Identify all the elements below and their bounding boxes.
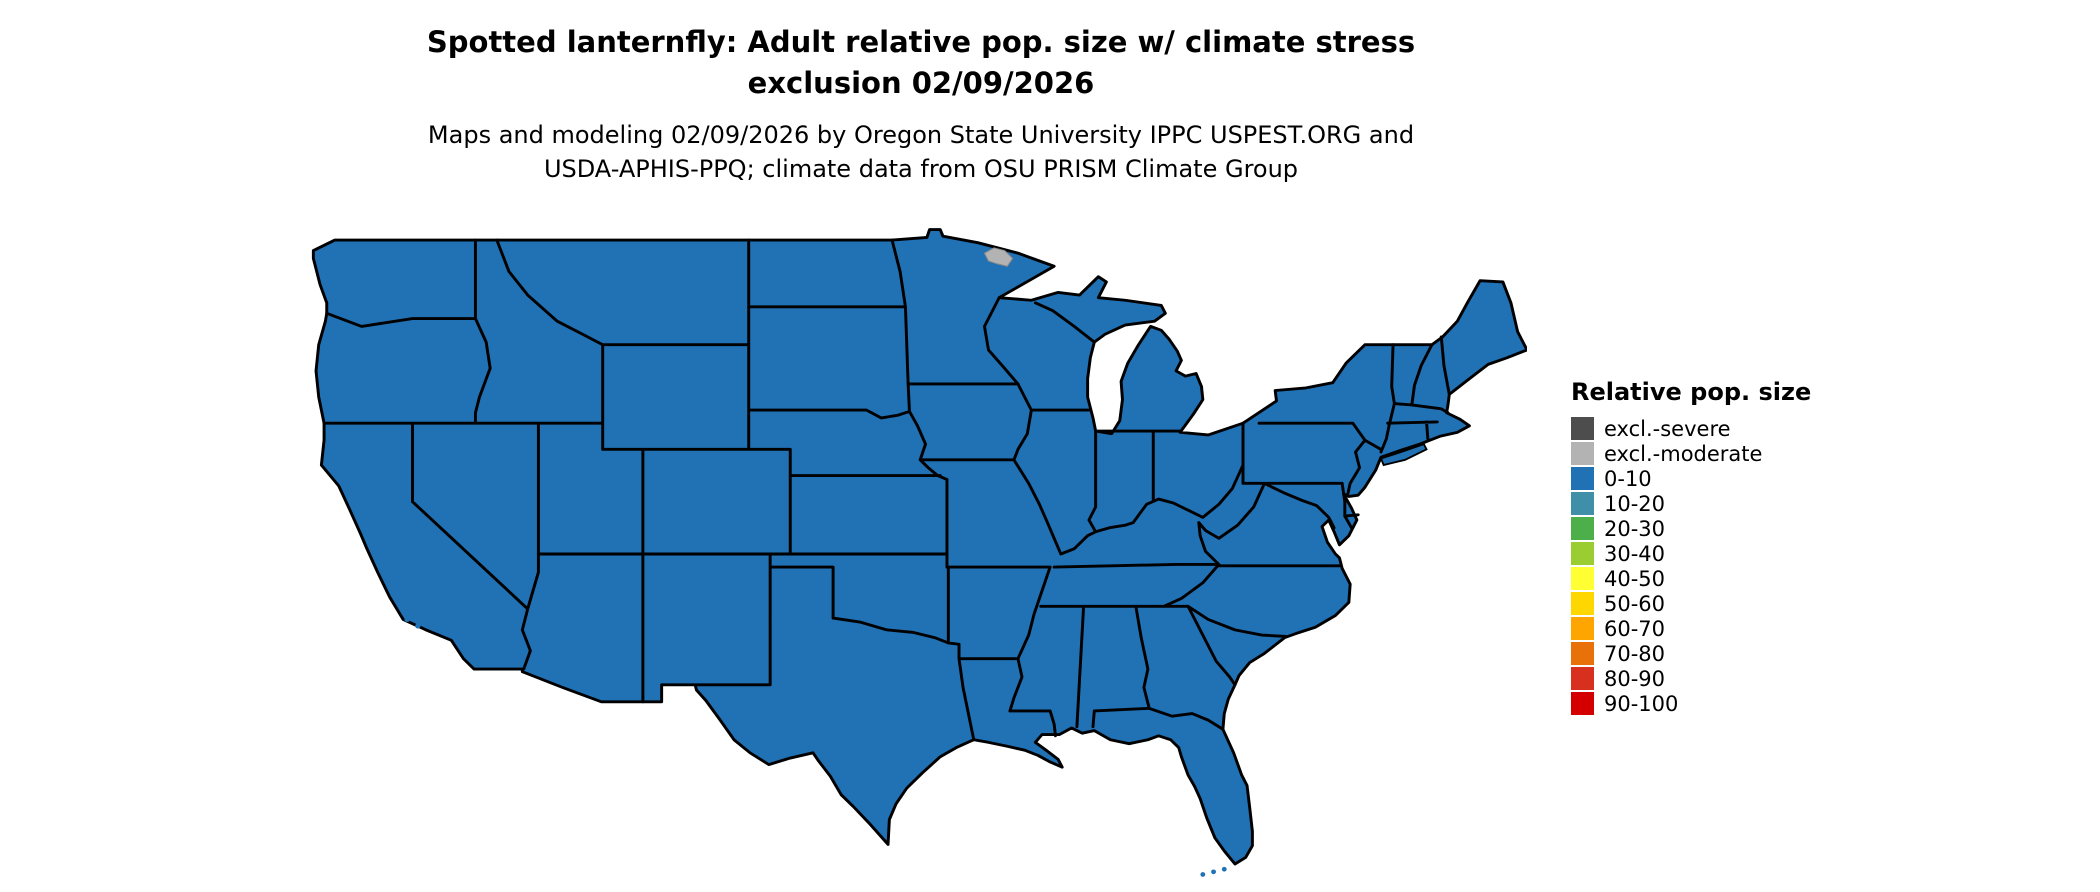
legend-swatch-excl-moderate xyxy=(1571,442,1594,465)
legend-entry-label: 10-20 xyxy=(1604,491,1666,516)
legend-entry-label: 0-10 xyxy=(1604,466,1652,491)
legend-entry: 40-50 xyxy=(1571,566,1811,591)
page-title-line1: Spotted lanternfly: Adult relative pop. … xyxy=(426,25,1416,59)
page-subtitle: Maps and modeling 02/09/2026 by Oregon S… xyxy=(0,118,1842,186)
legend-swatch-20-30 xyxy=(1571,517,1594,540)
legend-entry-label: 80-90 xyxy=(1604,666,1666,691)
page-title-line2: exclusion 02/09/2026 xyxy=(747,66,1095,100)
florida-keys-dot xyxy=(1211,869,1216,875)
legend-entries: excl.-severe excl.-moderate 0-10 10-20 20-30… xyxy=(1571,416,1811,716)
legend-entry-label: 40-50 xyxy=(1604,566,1666,591)
us-map xyxy=(311,228,1527,877)
excluded-moderate-area xyxy=(983,247,1014,267)
channel-island-dot xyxy=(415,623,421,629)
legend-entry: 50-60 xyxy=(1571,591,1811,616)
legend-entry-label: 30-40 xyxy=(1604,541,1666,566)
legend-entry: excl.-moderate xyxy=(1571,441,1811,466)
legend-entry: 10-20 xyxy=(1571,491,1811,516)
legend-swatch-10-20 xyxy=(1571,492,1594,515)
legend-entry: 60-70 xyxy=(1571,616,1811,641)
offshore-islands xyxy=(404,616,1227,877)
legend-entry-label: 50-60 xyxy=(1604,591,1666,616)
legend-entry-label: 20-30 xyxy=(1604,516,1666,541)
legend-entry: 0-10 xyxy=(1571,466,1811,491)
legend-entry: excl.-severe xyxy=(1571,416,1811,441)
legend-swatch-80-90 xyxy=(1571,667,1594,690)
channel-island-dot xyxy=(404,616,410,623)
legend-entry: 20-30 xyxy=(1571,516,1811,541)
map-legend: Relative pop. size excl.-severe excl.-mod… xyxy=(1571,378,1811,716)
legend-swatch-excl-severe xyxy=(1571,417,1594,440)
legend-swatch-50-60 xyxy=(1571,592,1594,615)
legend-entry: 90-100 xyxy=(1571,691,1811,716)
legend-swatch-90-100 xyxy=(1571,692,1594,715)
legend-title: Relative pop. size xyxy=(1571,378,1812,406)
legend-entry: 30-40 xyxy=(1571,541,1811,566)
us-land-shape xyxy=(311,228,1527,866)
page-title: Spotted lanternfly: Adult relative pop. … xyxy=(0,22,1842,104)
legend-entry: 80-90 xyxy=(1571,666,1811,691)
legend-entry: 70-80 xyxy=(1571,641,1811,666)
florida-keys-dot xyxy=(1200,872,1206,877)
page-subtitle-line2: USDA-APHIS-PPQ; climate data from OSU PR… xyxy=(543,155,1299,183)
page-subtitle-line1: Maps and modeling 02/09/2026 by Oregon S… xyxy=(427,121,1415,149)
legend-entry-label: 60-70 xyxy=(1604,616,1666,641)
state-borders xyxy=(322,238,1451,742)
long-island-shape xyxy=(1379,442,1428,467)
legend-entry-label: 70-80 xyxy=(1604,641,1666,666)
legend-entry-label: excl.-severe xyxy=(1604,416,1731,441)
florida-keys-dot xyxy=(1221,866,1227,872)
legend-swatch-30-40 xyxy=(1571,542,1594,565)
legend-swatch-0-10 xyxy=(1571,467,1594,490)
legend-swatch-70-80 xyxy=(1571,642,1594,665)
legend-swatch-60-70 xyxy=(1571,617,1594,640)
legend-entry-label: excl.-moderate xyxy=(1604,441,1763,466)
legend-swatch-40-50 xyxy=(1571,567,1594,590)
legend-entry-label: 90-100 xyxy=(1604,691,1679,716)
